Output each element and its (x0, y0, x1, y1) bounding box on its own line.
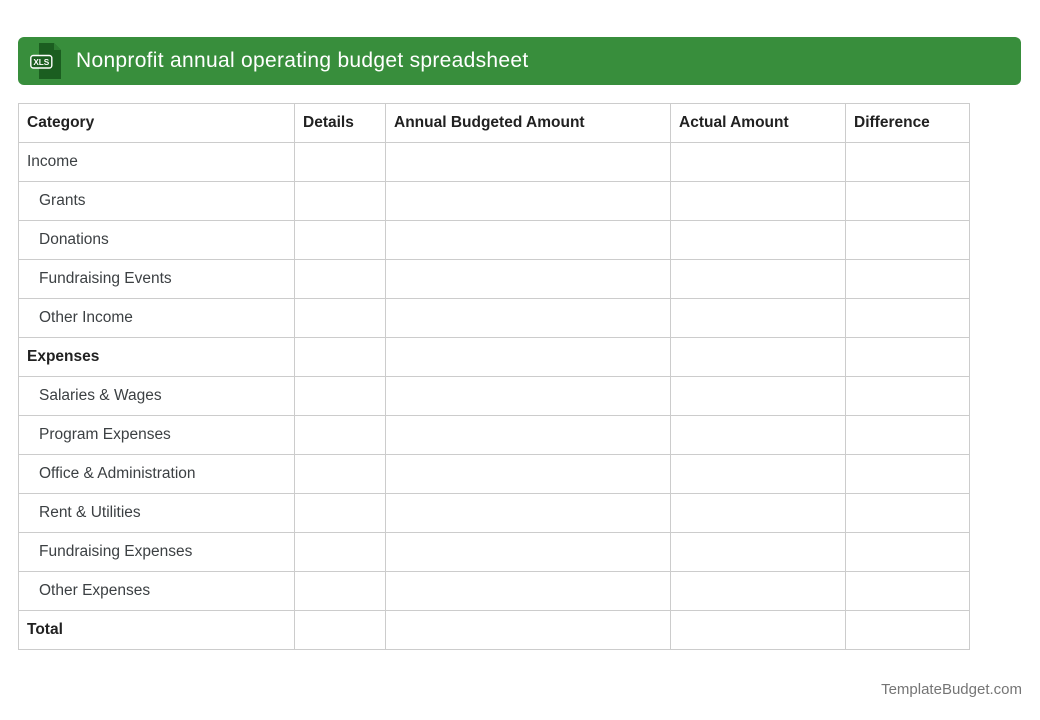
category-cell: Fundraising Events (18, 259, 295, 299)
actual_amount-cell (670, 610, 846, 650)
difference-cell (845, 493, 970, 533)
category-cell: Rent & Utilities (18, 493, 295, 533)
table-row: Rent & Utilities (18, 493, 970, 533)
details-cell (294, 493, 386, 533)
difference-cell (845, 259, 970, 299)
column-header-details: Details (294, 103, 386, 143)
category-cell: Fundraising Expenses (18, 532, 295, 572)
table-row: Fundraising Expenses (18, 532, 970, 572)
annual_budgeted_amount-cell (385, 571, 671, 611)
page-title: Nonprofit annual operating budget spread… (76, 49, 529, 72)
watermark: TemplateBudget.com (881, 681, 1022, 698)
table-header-row: Category Details Annual Budgeted Amount Act… (18, 103, 970, 143)
category-cell: Other Income (18, 298, 295, 338)
actual_amount-cell (670, 571, 846, 611)
table-row: Salaries & Wages (18, 376, 970, 416)
actual_amount-cell (670, 259, 846, 299)
difference-cell (845, 571, 970, 611)
annual_budgeted_amount-cell (385, 532, 671, 572)
annual_budgeted_amount-cell (385, 415, 671, 455)
column-header-category: Category (18, 103, 295, 143)
table-row: Program Expenses (18, 415, 970, 455)
table-row: Fundraising Events (18, 259, 970, 299)
details-cell (294, 415, 386, 455)
category-cell: Total (18, 610, 295, 650)
difference-cell (845, 532, 970, 572)
difference-cell (845, 181, 970, 221)
category-cell: Salaries & Wages (18, 376, 295, 416)
difference-cell (845, 142, 970, 182)
table-row: Grants (18, 181, 970, 221)
difference-cell (845, 454, 970, 494)
annual_budgeted_amount-cell (385, 493, 671, 533)
actual_amount-cell (670, 220, 846, 260)
category-cell: Grants (18, 181, 295, 221)
category-cell: Donations (18, 220, 295, 260)
xls-icon-label: XLS (33, 58, 49, 67)
category-cell: Income (18, 142, 295, 182)
category-cell: Program Expenses (18, 415, 295, 455)
table-row: Total (18, 610, 970, 650)
table-row: Office & Administration (18, 454, 970, 494)
actual_amount-cell (670, 181, 846, 221)
annual_budgeted_amount-cell (385, 259, 671, 299)
annual_budgeted_amount-cell (385, 454, 671, 494)
details-cell (294, 571, 386, 611)
annual_budgeted_amount-cell (385, 337, 671, 377)
budget-table: Category Details Annual Budgeted Amount Act… (18, 103, 970, 650)
difference-cell (845, 337, 970, 377)
details-cell (294, 142, 386, 182)
actual_amount-cell (670, 298, 846, 338)
table-row: Donations (18, 220, 970, 260)
annual_budgeted_amount-cell (385, 220, 671, 260)
annual_budgeted_amount-cell (385, 610, 671, 650)
details-cell (294, 532, 386, 572)
details-cell (294, 337, 386, 377)
details-cell (294, 298, 386, 338)
actual_amount-cell (670, 337, 846, 377)
actual_amount-cell (670, 376, 846, 416)
annual_budgeted_amount-cell (385, 142, 671, 182)
table-row: Income (18, 142, 970, 182)
title-bar: XLS Nonprofit annual operating budget sp… (18, 37, 1021, 85)
annual_budgeted_amount-cell (385, 298, 671, 338)
details-cell (294, 376, 386, 416)
difference-cell (845, 298, 970, 338)
details-cell (294, 220, 386, 260)
difference-cell (845, 415, 970, 455)
table-row: Other Income (18, 298, 970, 338)
category-cell: Office & Administration (18, 454, 295, 494)
table-row: Other Expenses (18, 571, 970, 611)
details-cell (294, 610, 386, 650)
details-cell (294, 259, 386, 299)
actual_amount-cell (670, 415, 846, 455)
xls-file-icon: XLS (30, 42, 63, 80)
actual_amount-cell (670, 493, 846, 533)
actual_amount-cell (670, 532, 846, 572)
actual_amount-cell (670, 454, 846, 494)
difference-cell (845, 220, 970, 260)
actual_amount-cell (670, 142, 846, 182)
column-header-annual_budgeted_amount: Annual Budgeted Amount (385, 103, 671, 143)
difference-cell (845, 376, 970, 416)
column-header-actual_amount: Actual Amount (670, 103, 846, 143)
details-cell (294, 181, 386, 221)
column-header-difference: Difference (845, 103, 970, 143)
category-cell: Expenses (18, 337, 295, 377)
annual_budgeted_amount-cell (385, 181, 671, 221)
table-row: Expenses (18, 337, 970, 377)
annual_budgeted_amount-cell (385, 376, 671, 416)
difference-cell (845, 610, 970, 650)
category-cell: Other Expenses (18, 571, 295, 611)
details-cell (294, 454, 386, 494)
